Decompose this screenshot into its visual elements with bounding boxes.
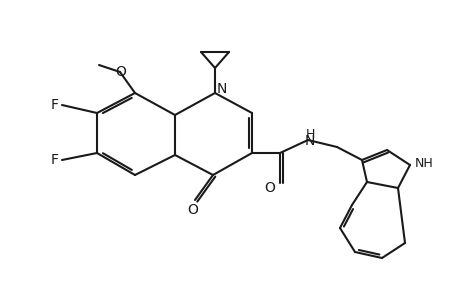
Text: NH: NH <box>414 157 432 169</box>
Text: F: F <box>51 98 59 112</box>
Text: O: O <box>264 181 275 195</box>
Text: N: N <box>304 134 314 148</box>
Text: H: H <box>305 128 314 140</box>
Text: F: F <box>51 153 59 167</box>
Text: O: O <box>187 203 198 217</box>
Text: O: O <box>115 65 126 79</box>
Text: N: N <box>216 82 227 96</box>
